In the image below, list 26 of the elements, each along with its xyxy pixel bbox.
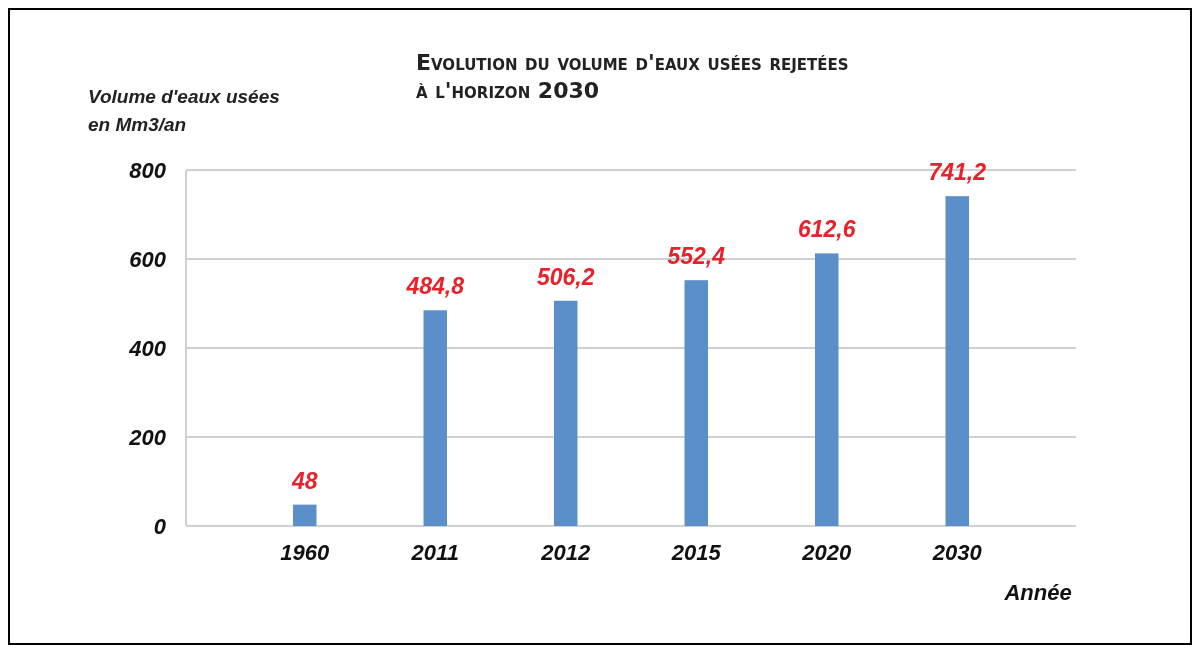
y-tick-label: 200 bbox=[128, 424, 167, 450]
y-axis-title: Volume d'eaux usées en Mm3/an bbox=[88, 86, 280, 135]
x-tick-label: 2020 bbox=[801, 540, 852, 565]
x-tick-label: 1960 bbox=[280, 540, 330, 565]
bar bbox=[554, 300, 578, 526]
bar bbox=[684, 280, 708, 526]
y-tick-label: 400 bbox=[128, 335, 167, 361]
x-tick-label: 2011 bbox=[410, 540, 459, 565]
data-label: 48 bbox=[290, 467, 318, 494]
bar bbox=[815, 253, 839, 526]
x-tick-label: 2030 bbox=[931, 540, 983, 565]
data-label: 484,8 bbox=[405, 273, 465, 300]
data-label: 612,6 bbox=[797, 216, 856, 243]
x-axis-title: Année bbox=[1003, 580, 1072, 605]
y-tick-label: 0 bbox=[153, 513, 167, 539]
bar bbox=[293, 504, 317, 526]
x-tick-label: 2012 bbox=[540, 540, 591, 565]
y-tick-label: 800 bbox=[129, 157, 167, 183]
bar bbox=[423, 310, 447, 526]
y-tick-label: 600 bbox=[129, 246, 167, 272]
x-tick-label: 2015 bbox=[670, 540, 722, 565]
data-label: 506,2 bbox=[536, 263, 595, 290]
data-label: 741,2 bbox=[928, 159, 987, 186]
bar bbox=[945, 196, 969, 526]
data-label: 552,4 bbox=[667, 243, 726, 270]
chart-title: Evolution du volume d'eaux usées rejetées à l'horizon 2030 bbox=[416, 50, 849, 103]
